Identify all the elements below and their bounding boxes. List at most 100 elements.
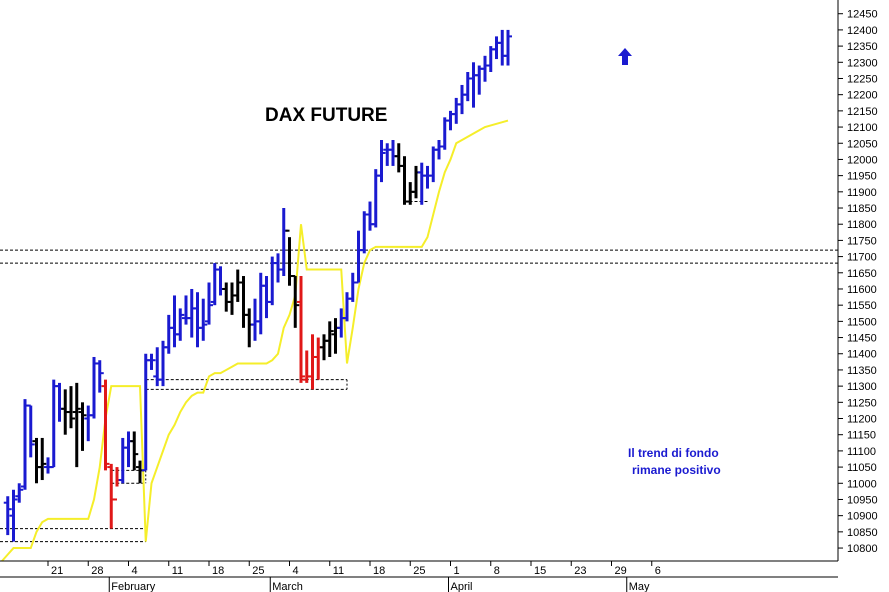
y-tick-label: 11400 <box>847 349 877 361</box>
ohlc-bar <box>90 356 98 419</box>
ohlc-bar <box>463 72 472 102</box>
ohlc-bar <box>262 276 271 319</box>
ohlc-bar <box>429 146 438 183</box>
y-tick-label: 12000 <box>847 154 878 166</box>
ohlc-bar <box>389 140 397 166</box>
ohlc-bar <box>26 404 35 458</box>
ohlc-bar <box>239 276 248 328</box>
y-tick-label: 12400 <box>847 25 878 37</box>
y-tick-label: 12200 <box>847 90 878 102</box>
y-tick-label: 11700 <box>847 252 877 264</box>
y-tick-label: 10800 <box>847 543 878 555</box>
ohlc-bar <box>383 143 392 166</box>
ohlc-bar <box>498 29 507 66</box>
ohlc-bar <box>199 298 208 341</box>
ohlc-bar <box>170 295 179 348</box>
month-label: April <box>451 581 473 592</box>
ohlc-bar <box>469 62 478 108</box>
ohlc-bar <box>124 431 133 468</box>
y-tick-label: 11600 <box>847 284 877 296</box>
y-tick-label: 11900 <box>847 187 877 199</box>
y-tick-label: 11450 <box>847 333 877 345</box>
ohlc-bar <box>164 314 173 354</box>
y-tick-label: 11750 <box>847 235 877 247</box>
ohlc-bar <box>95 360 104 393</box>
y-tick-label: 12250 <box>847 73 878 85</box>
y-tick-label: 11800 <box>847 219 877 231</box>
ohlc-bar <box>72 382 81 468</box>
y-tick-label: 11650 <box>847 268 877 280</box>
y-tick-label: 10950 <box>847 494 878 506</box>
y-tick-label: 10850 <box>847 527 878 539</box>
x-tick-label: 6 <box>655 565 661 577</box>
ohlc-bar <box>458 84 466 115</box>
chart-title: DAX FUTURE <box>265 105 387 126</box>
ohlc-bars <box>3 29 512 542</box>
ohlc-bar <box>274 253 282 283</box>
x-tick-label: 8 <box>494 565 500 577</box>
ohlc-bar <box>320 334 328 361</box>
ohlc-bar <box>325 321 334 357</box>
ohlc-bar <box>314 337 323 380</box>
ohlc-bar <box>331 318 340 354</box>
ohlc-bar <box>78 402 87 451</box>
ohlc-bar <box>256 272 265 335</box>
ohlc-bar <box>297 276 305 383</box>
ohlc-bar <box>15 483 24 503</box>
y-tick-label: 12450 <box>847 9 878 21</box>
ohlc-bar <box>9 489 18 542</box>
ohlc-bar <box>101 379 110 471</box>
y-tick-label: 11000 <box>847 478 877 490</box>
x-tick-label: 21 <box>51 565 63 577</box>
ohlc-bar <box>440 117 449 150</box>
y-tick-label: 12350 <box>847 41 878 53</box>
ohlc-bar <box>475 65 484 95</box>
ohlc-bar <box>400 156 409 205</box>
y-tick-label: 11300 <box>847 381 877 393</box>
y-tick-label: 12050 <box>847 138 878 150</box>
y-tick-label: 11350 <box>847 365 877 377</box>
ohlc-bar <box>417 162 426 205</box>
ohlc-bar <box>3 496 12 536</box>
x-tick-label: 25 <box>413 565 425 577</box>
ohlc-bar <box>38 437 47 481</box>
ohlc-bar <box>406 182 415 205</box>
x-tick-label: 18 <box>373 565 385 577</box>
y-tick-label: 12100 <box>847 122 878 134</box>
trend-line <box>1 119 509 562</box>
month-label: May <box>629 581 650 592</box>
month-label: February <box>111 581 156 592</box>
ohlc-bar <box>84 405 93 442</box>
up-arrow-icon <box>618 48 632 65</box>
y-tick-label: 11550 <box>847 300 877 312</box>
y-tick-label: 12300 <box>847 57 878 69</box>
y-tick-label: 11950 <box>847 171 877 183</box>
ohlc-bar <box>21 399 29 490</box>
ohlc-bar <box>233 269 242 302</box>
ohlc-bar <box>67 386 75 429</box>
ohlc-bar <box>130 431 139 471</box>
y-tick-label: 11200 <box>847 414 877 426</box>
x-tick-label: 29 <box>615 565 627 577</box>
y-tick-label: 11850 <box>847 203 877 215</box>
y-tick-label: 11500 <box>847 316 877 328</box>
ohlc-bar <box>193 292 202 348</box>
y-tick-label: 12150 <box>847 106 878 118</box>
y-tick-label: 11250 <box>847 397 877 409</box>
month-label: March <box>272 581 303 592</box>
ohlc-bar <box>412 165 420 199</box>
ohlc-bar <box>492 36 501 60</box>
ohlc-bar <box>44 457 52 474</box>
x-tick-label: 4 <box>132 565 138 577</box>
ohlc-bar <box>187 288 196 338</box>
ohlc-bar <box>452 97 461 124</box>
ohlc-bar <box>176 308 185 341</box>
x-tick-label: 25 <box>252 565 264 577</box>
ohlc-bar <box>371 169 380 228</box>
annotation-line-2: rimane positivo <box>632 463 721 477</box>
ohlc-bar <box>285 229 294 286</box>
ohlc-bar <box>302 350 311 383</box>
ohlc-bar <box>222 282 231 312</box>
x-tick-label: 18 <box>212 565 224 577</box>
ohlc-bar <box>423 165 432 189</box>
